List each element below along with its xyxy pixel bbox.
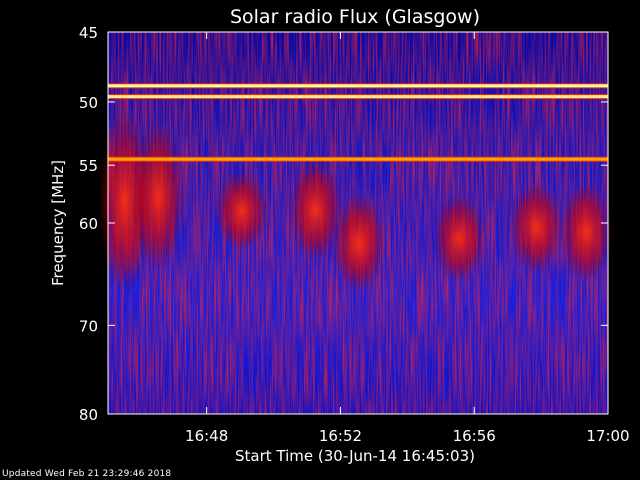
- radio-burst: [132, 121, 185, 272]
- chart-title: Solar radio Flux (Glasgow): [230, 6, 480, 28]
- band-layer: [108, 83, 608, 162]
- x-tick-label: 16:52: [319, 427, 362, 445]
- y-axis-label: Frequency [MHz]: [49, 160, 67, 286]
- plot-area: 45 50 55 60 70 80 16:48 16:52 16:56 17:00: [79, 24, 630, 445]
- radio-burst: [510, 182, 563, 272]
- updated-timestamp: Updated Wed Feb 21 23:29:46 2018: [2, 469, 172, 479]
- interference-band: [108, 157, 608, 161]
- interference-band: [108, 84, 608, 88]
- interference-band: [108, 95, 608, 99]
- x-ticks: 16:48 16:52 16:56 17:00: [185, 32, 630, 445]
- y-tick-label: 80: [79, 406, 98, 424]
- y-tick-label: 60: [79, 215, 98, 233]
- radio-burst: [560, 182, 613, 283]
- y-tick-label: 55: [79, 157, 98, 175]
- radio-burst: [433, 194, 486, 283]
- radio-burst: [289, 159, 342, 262]
- radio-burst: [332, 194, 385, 293]
- y-tick-label: 70: [79, 317, 98, 335]
- x-tick-label: 17:00: [586, 427, 629, 445]
- y-tick-label: 45: [79, 24, 98, 42]
- y-tick-label: 50: [79, 94, 98, 112]
- x-axis-label: Start Time (30-Jun-14 16:45:03): [235, 447, 475, 465]
- x-tick-label: 16:56: [453, 427, 496, 445]
- radio-burst: [215, 171, 268, 251]
- y-ticks: 45 50 55 60 70 80: [79, 24, 608, 424]
- x-tick-label: 16:48: [185, 427, 228, 445]
